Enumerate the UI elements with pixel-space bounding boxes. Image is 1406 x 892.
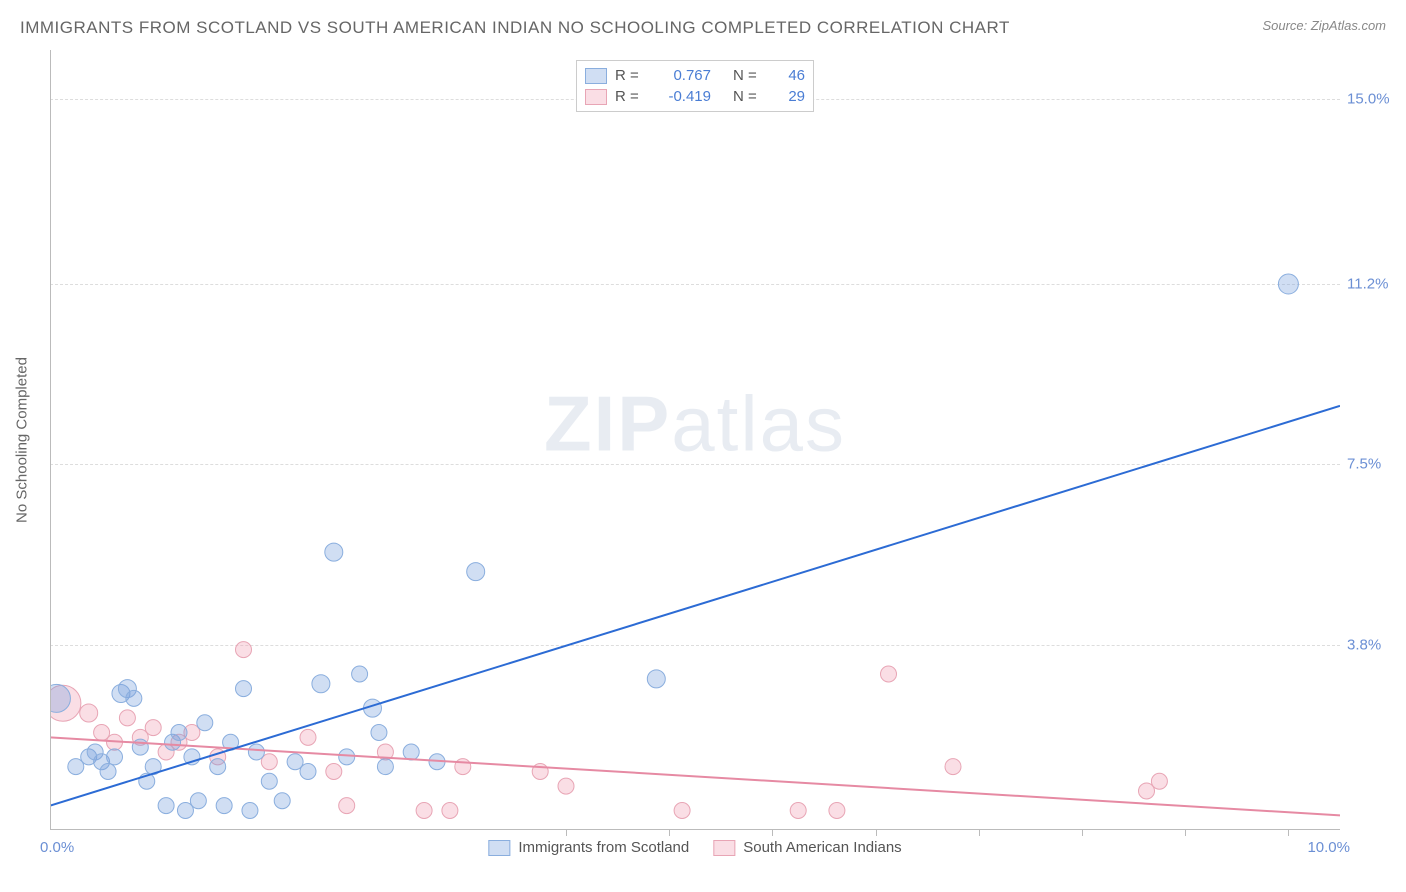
y-tick-label: 11.2%: [1347, 276, 1402, 293]
series-legend-label: South American Indians: [743, 839, 901, 856]
scatter-point-blue: [325, 543, 343, 561]
y-axis-label: No Schooling Completed: [14, 357, 31, 523]
series-legend-label: Immigrants from Scotland: [518, 839, 689, 856]
legend-swatch: [488, 840, 510, 856]
x-tick-min: 0.0%: [40, 839, 74, 856]
r-value: -0.419: [653, 88, 711, 105]
scatter-point-pink: [236, 642, 252, 658]
correlation-legend-row: R = 0.767 N = 46: [585, 65, 805, 86]
scatter-point-blue: [107, 749, 123, 765]
scatter-point-pink: [119, 710, 135, 726]
scatter-point-pink: [674, 803, 690, 819]
scatter-point-blue: [312, 675, 330, 693]
trend-line-blue: [50, 406, 1340, 806]
r-value: 0.767: [653, 67, 711, 84]
n-value: 46: [775, 67, 805, 84]
scatter-point-blue: [242, 803, 258, 819]
correlation-legend-row: R = -0.419 N = 29: [585, 86, 805, 107]
scatter-point-blue: [100, 764, 116, 780]
scatter-point-blue: [352, 666, 368, 682]
scatter-point-pink: [945, 759, 961, 775]
n-value: 29: [775, 88, 805, 105]
scatter-point-blue: [248, 744, 264, 760]
x-minor-tick: [1082, 830, 1083, 836]
y-tick-label: 3.8%: [1347, 636, 1402, 653]
series-legend-item: Immigrants from Scotland: [488, 839, 689, 856]
x-minor-tick: [979, 830, 980, 836]
series-legend: Immigrants from Scotland South American I…: [488, 839, 901, 856]
legend-swatch: [585, 68, 607, 84]
x-minor-tick: [566, 830, 567, 836]
chart-source: Source: ZipAtlas.com: [1262, 18, 1386, 33]
scatter-point-blue: [158, 798, 174, 814]
x-minor-tick: [1185, 830, 1186, 836]
scatter-point-blue: [377, 759, 393, 775]
y-tick-label: 15.0%: [1347, 90, 1402, 107]
chart-title: IMMIGRANTS FROM SCOTLAND VS SOUTH AMERIC…: [20, 18, 1010, 38]
scatter-point-pink: [339, 798, 355, 814]
scatter-point-blue: [467, 563, 485, 581]
y-tick-label: 7.5%: [1347, 456, 1402, 473]
scatter-point-pink: [80, 704, 98, 722]
scatter-point-pink: [442, 803, 458, 819]
r-label: R =: [615, 67, 645, 84]
legend-swatch: [585, 89, 607, 105]
x-minor-tick: [669, 830, 670, 836]
scatter-point-blue: [403, 744, 419, 760]
y-axis-line: [50, 50, 51, 830]
scatter-point-pink: [829, 803, 845, 819]
scatter-point-pink: [300, 729, 316, 745]
x-minor-tick: [772, 830, 773, 836]
chart-area: No Schooling Completed ZIPatlas 3.8%7.5%…: [50, 50, 1340, 830]
r-label: R =: [615, 88, 645, 105]
scatter-point-blue: [339, 749, 355, 765]
x-minor-tick: [1288, 830, 1289, 836]
scatter-point-pink: [326, 764, 342, 780]
scatter-point-blue: [371, 725, 387, 741]
n-label: N =: [733, 88, 763, 105]
scatter-point-pink: [558, 778, 574, 794]
scatter-point-pink: [790, 803, 806, 819]
scatter-point-blue: [126, 690, 142, 706]
scatter-point-blue: [647, 670, 665, 688]
scatter-point-blue: [236, 681, 252, 697]
scatter-point-blue: [171, 725, 187, 741]
x-minor-tick: [876, 830, 877, 836]
scatter-point-blue: [216, 798, 232, 814]
legend-swatch: [713, 840, 735, 856]
x-axis-line: [50, 829, 1340, 830]
n-label: N =: [733, 67, 763, 84]
scatter-point-blue: [197, 715, 213, 731]
plot-svg: [50, 50, 1340, 830]
scatter-point-blue: [274, 793, 290, 809]
series-legend-item: South American Indians: [713, 839, 901, 856]
scatter-point-pink: [881, 666, 897, 682]
scatter-point-blue: [1278, 274, 1298, 294]
x-tick-max: 10.0%: [1307, 839, 1350, 856]
scatter-point-pink: [416, 803, 432, 819]
trend-line-pink: [50, 737, 1340, 815]
scatter-point-pink: [145, 720, 161, 736]
scatter-point-blue: [261, 773, 277, 789]
scatter-point-blue: [190, 793, 206, 809]
scatter-point-pink: [1151, 773, 1167, 789]
scatter-point-blue: [300, 764, 316, 780]
correlation-legend: R = 0.767 N = 46 R = -0.419 N = 29: [576, 60, 814, 112]
scatter-point-blue: [210, 759, 226, 775]
